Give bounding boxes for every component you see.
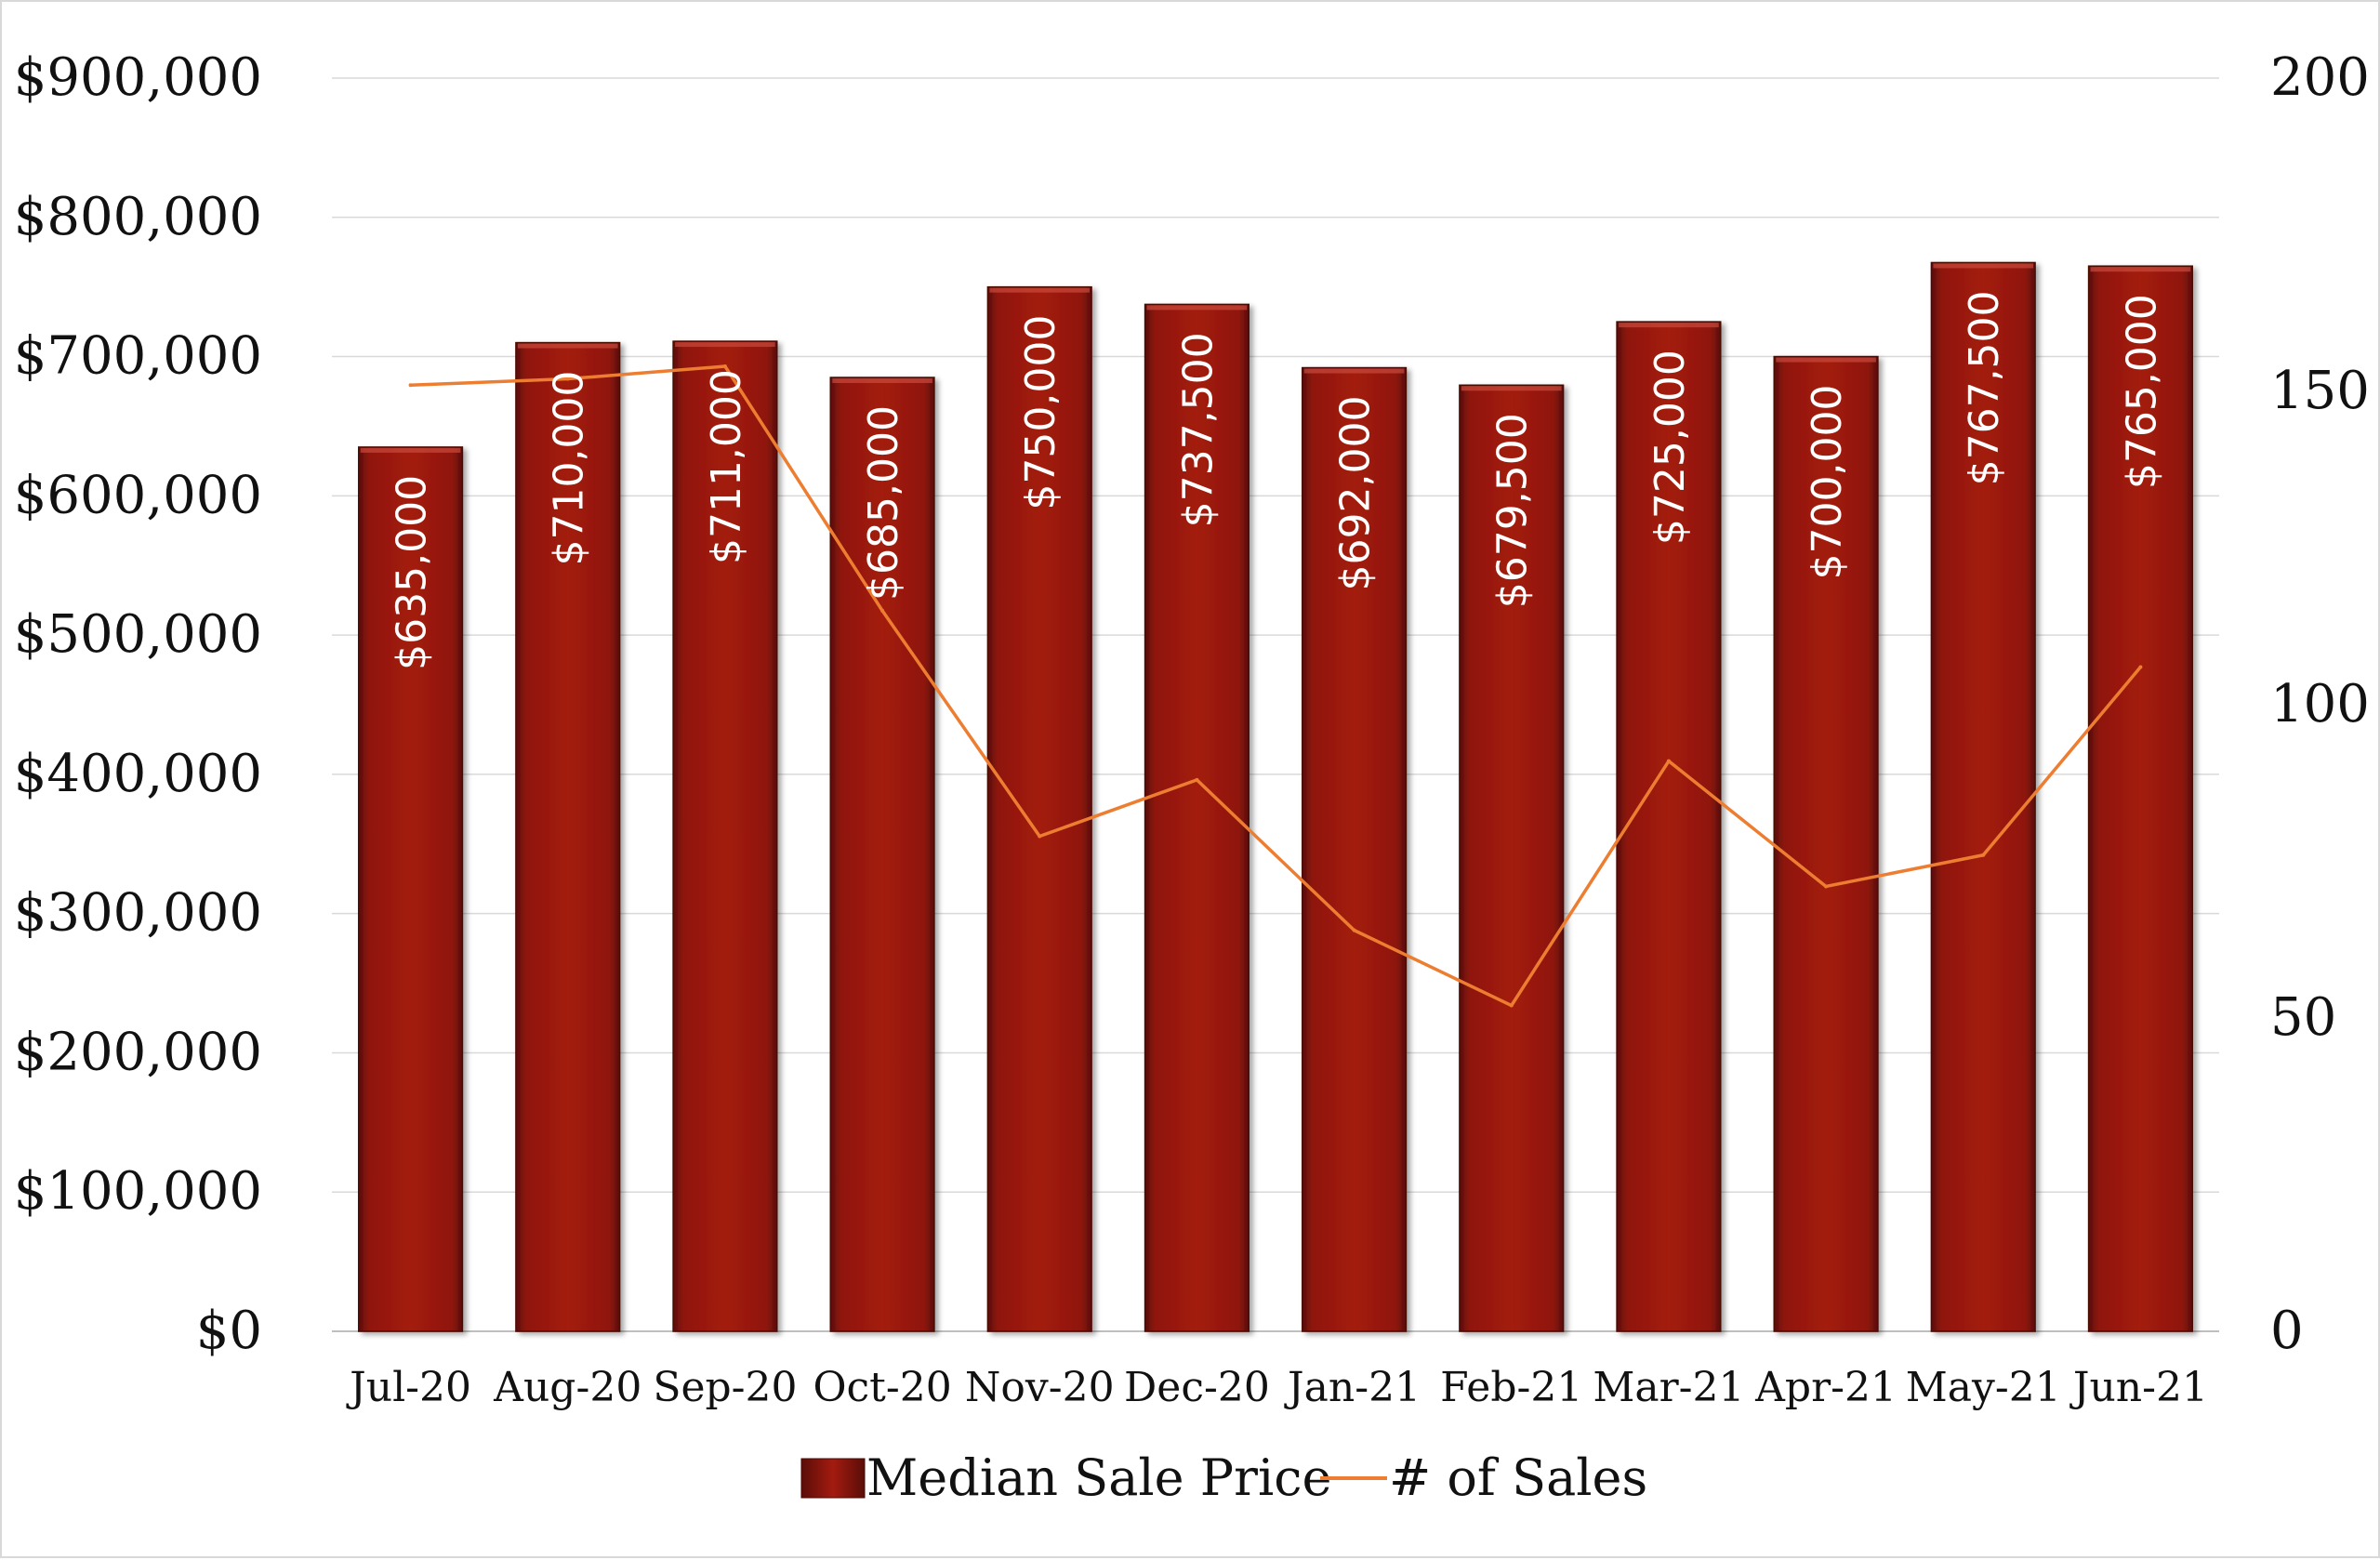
right-axis-tick-label: 0 bbox=[2270, 1301, 2304, 1361]
bar-top-highlight bbox=[1303, 368, 1405, 374]
left-y-axis: $0 $100,000 $200,000 $300,000 $400,000 $500,0… bbox=[14, 47, 262, 1361]
bar-top-highlight bbox=[1461, 386, 1562, 391]
bar bbox=[515, 341, 621, 1332]
bar-top-highlight bbox=[1933, 263, 2034, 269]
gridlines bbox=[332, 77, 2219, 1332]
bar bbox=[2087, 265, 2193, 1332]
bar bbox=[986, 285, 1092, 1332]
right-axis-tick-label: 200 bbox=[2270, 47, 2370, 108]
left-axis-tick-label: $900,000 bbox=[14, 47, 262, 108]
right-y-axis: 0 50 100 150 200 bbox=[2270, 47, 2370, 1361]
line-point bbox=[880, 608, 885, 613]
bar-data-label: $635,000 bbox=[389, 475, 436, 670]
x-axis-tick-label: Jul-20 bbox=[346, 1364, 471, 1411]
legend: Median Sale Price # of Sales bbox=[800, 1448, 1647, 1507]
bar-top-highlight bbox=[1146, 305, 1248, 311]
x-axis-tick-label: Apr-21 bbox=[1754, 1364, 1897, 1411]
left-axis-tick-label: $200,000 bbox=[14, 1022, 262, 1082]
bar-data-label: $710,000 bbox=[546, 371, 593, 566]
line-point bbox=[1981, 853, 1986, 857]
line-point bbox=[408, 383, 413, 388]
left-axis-tick-label: $800,000 bbox=[14, 187, 262, 247]
right-axis-tick-label: 100 bbox=[2270, 674, 2370, 734]
legend-swatch-bar bbox=[800, 1458, 866, 1499]
x-axis-tick-label: Jun-21 bbox=[2069, 1364, 2208, 1411]
line-point bbox=[565, 377, 570, 381]
left-axis-tick-label: $300,000 bbox=[14, 883, 262, 944]
bar bbox=[1144, 303, 1250, 1332]
left-axis-tick-label: $400,000 bbox=[14, 744, 262, 804]
bar-top-highlight bbox=[517, 343, 618, 349]
line-point bbox=[1195, 777, 1199, 782]
bar-top-highlight bbox=[1619, 323, 1719, 328]
bar-top-highlight bbox=[2090, 267, 2191, 272]
x-axis: Jul-20 Aug-20 Sep-20 Oct-20 Nov-20 Dec-20 Jan-… bbox=[346, 1364, 2208, 1411]
bar bbox=[358, 446, 464, 1332]
bar-data-label: $711,000 bbox=[703, 369, 750, 564]
left-axis-tick-label: $600,000 bbox=[14, 465, 262, 525]
bar-top-highlight bbox=[989, 287, 1091, 293]
bar bbox=[829, 377, 935, 1332]
bar-data-label: $700,000 bbox=[1804, 385, 1851, 580]
bar-top-highlight bbox=[1776, 357, 1876, 363]
bar bbox=[1302, 366, 1408, 1332]
bar-series bbox=[358, 261, 2193, 1332]
bar-data-label: $750,000 bbox=[1017, 315, 1064, 510]
x-axis-tick-label: Sep-20 bbox=[653, 1364, 797, 1411]
bar-top-highlight bbox=[675, 342, 775, 348]
bar-data-label: $767,500 bbox=[1961, 290, 2008, 485]
x-axis-tick-label: Aug-20 bbox=[493, 1364, 641, 1411]
legend-label-bar: Median Sale Price bbox=[866, 1448, 1331, 1507]
bar-data-label: $692,000 bbox=[1332, 396, 1380, 591]
bar bbox=[1930, 261, 2036, 1332]
bar-data-labels: $635,000 $710,000 $711,000 $685,000 $750,000… bbox=[389, 290, 2166, 669]
x-axis-tick-label: Dec-20 bbox=[1124, 1364, 1270, 1411]
bar bbox=[1773, 355, 1879, 1332]
line-point bbox=[1824, 884, 1829, 889]
left-axis-tick-label: $500,000 bbox=[14, 604, 262, 665]
left-axis-tick-label: $100,000 bbox=[14, 1161, 262, 1222]
bar-data-label: $737,500 bbox=[1174, 332, 1222, 527]
line-point bbox=[1352, 928, 1356, 932]
bar-top-highlight bbox=[832, 378, 932, 384]
legend-label-line: # of Sales bbox=[1389, 1448, 1647, 1507]
bar-data-label: $685,000 bbox=[860, 405, 907, 601]
x-axis-tick-label: Jan-21 bbox=[1284, 1364, 1421, 1411]
left-axis-tick-label: $700,000 bbox=[14, 326, 262, 387]
x-axis-tick-label: Oct-20 bbox=[813, 1364, 951, 1411]
line-point bbox=[1666, 759, 1671, 763]
bar bbox=[1616, 321, 1722, 1332]
line-point bbox=[2138, 665, 2143, 669]
bar-data-label: $725,000 bbox=[1646, 350, 1694, 545]
bar-top-highlight bbox=[360, 447, 461, 453]
line-point bbox=[1038, 834, 1042, 839]
line-point bbox=[722, 364, 727, 369]
x-axis-tick-label: May-21 bbox=[1906, 1364, 2061, 1411]
right-axis-tick-label: 150 bbox=[2270, 361, 2370, 421]
bar-data-label: $679,500 bbox=[1489, 413, 1537, 608]
x-axis-tick-label: Nov-20 bbox=[965, 1364, 1115, 1411]
x-axis-tick-label: Feb-21 bbox=[1440, 1364, 1582, 1411]
bar bbox=[672, 340, 778, 1332]
line-series bbox=[408, 364, 2143, 1008]
bar bbox=[1459, 384, 1565, 1332]
right-axis-tick-label: 50 bbox=[2270, 987, 2336, 1048]
x-axis-tick-label: Mar-21 bbox=[1593, 1364, 1744, 1411]
left-axis-tick-label: $0 bbox=[196, 1301, 262, 1361]
line-sales bbox=[410, 364, 2142, 1008]
line-point bbox=[1509, 1003, 1514, 1008]
bar-data-label: $765,000 bbox=[2118, 294, 2165, 489]
